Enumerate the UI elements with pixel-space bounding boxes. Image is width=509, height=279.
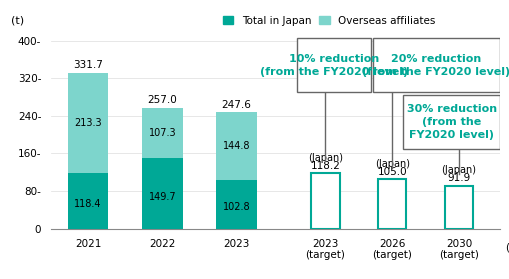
FancyBboxPatch shape bbox=[297, 38, 371, 92]
Text: 107.3: 107.3 bbox=[148, 128, 176, 138]
Text: 118.4: 118.4 bbox=[74, 199, 102, 209]
Text: (FY): (FY) bbox=[504, 243, 509, 253]
Text: 30% reduction
(from the
FY2020 level): 30% reduction (from the FY2020 level) bbox=[406, 104, 496, 140]
Text: 118.2: 118.2 bbox=[310, 161, 340, 171]
Text: 247.6: 247.6 bbox=[221, 100, 251, 110]
Text: (Japan): (Japan) bbox=[307, 153, 342, 163]
FancyBboxPatch shape bbox=[372, 38, 499, 92]
Legend: Total in Japan, Overseas affiliates: Total in Japan, Overseas affiliates bbox=[218, 11, 439, 30]
Text: 20% reduction
(from the FY2020 level): 20% reduction (from the FY2020 level) bbox=[361, 54, 509, 77]
Text: 213.3: 213.3 bbox=[74, 118, 102, 128]
Text: (Japan): (Japan) bbox=[374, 159, 409, 169]
Text: 10% reduction
(from the FY2020 level): 10% reduction (from the FY2020 level) bbox=[260, 54, 408, 77]
Bar bbox=[68, 173, 108, 229]
Text: (Japan): (Japan) bbox=[441, 165, 475, 175]
Bar bbox=[377, 179, 406, 229]
Bar bbox=[216, 181, 257, 229]
Bar bbox=[68, 73, 108, 173]
Bar bbox=[142, 158, 182, 229]
Text: 105.0: 105.0 bbox=[377, 167, 406, 177]
Text: 102.8: 102.8 bbox=[222, 202, 250, 212]
Bar bbox=[444, 186, 472, 229]
Text: 91.9: 91.9 bbox=[446, 173, 470, 183]
FancyBboxPatch shape bbox=[403, 95, 499, 149]
Text: 149.7: 149.7 bbox=[148, 192, 176, 202]
Text: 257.0: 257.0 bbox=[147, 95, 177, 105]
Bar bbox=[216, 112, 257, 181]
Text: (t): (t) bbox=[11, 16, 24, 26]
Bar bbox=[142, 108, 182, 158]
Text: 144.8: 144.8 bbox=[222, 141, 250, 151]
Bar bbox=[311, 173, 339, 229]
Text: 331.7: 331.7 bbox=[73, 60, 103, 70]
